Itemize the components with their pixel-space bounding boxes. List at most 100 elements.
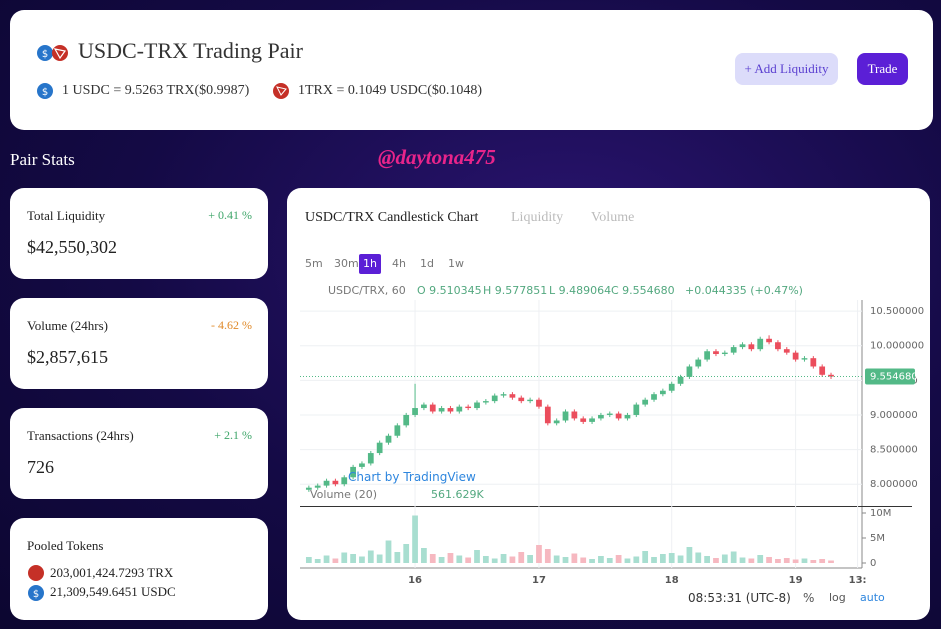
y-tick-label: 10.000000 xyxy=(870,341,924,352)
pair-icons: $ xyxy=(37,45,68,61)
chart-tab[interactable]: USDC/TRX Candlestick Chart xyxy=(305,210,479,225)
auto-toggle[interactable]: auto xyxy=(860,591,885,604)
x-tick-label: 19 xyxy=(789,575,803,586)
svg-text:$: $ xyxy=(42,49,48,60)
ohlc-legend: L 9.489064 xyxy=(549,284,612,297)
volume-bar xyxy=(438,557,445,563)
x-tick-label: 16 xyxy=(408,575,422,586)
candle-body xyxy=(412,408,418,415)
volume-bar xyxy=(394,552,401,563)
volume-bar xyxy=(739,557,746,563)
candle-body xyxy=(598,414,604,419)
rate-usdc: 1 USDC = 9.5263 TRX($0.9987) xyxy=(62,83,250,98)
stat-change: + 0.41 % xyxy=(208,208,252,222)
candle-body xyxy=(332,480,339,485)
ohlc-legend: O 9.510345 xyxy=(417,284,482,297)
volume-bar xyxy=(783,558,790,563)
candle-body xyxy=(314,485,321,488)
stat-label: Transactions (24hrs) xyxy=(27,428,134,443)
volume-bar xyxy=(314,559,321,563)
interval-button[interactable]: 1d xyxy=(420,257,434,270)
percent-toggle[interactable]: % xyxy=(803,591,815,605)
log-toggle[interactable]: log xyxy=(829,591,846,604)
candle-body xyxy=(447,408,454,412)
chart-tab[interactable]: Volume xyxy=(591,210,635,225)
y-tick-label: 10.500000 xyxy=(870,306,924,317)
candle-body xyxy=(474,402,480,409)
volume-bar xyxy=(491,558,498,563)
volume-bar xyxy=(544,549,551,563)
stat-label: Total Liquidity xyxy=(27,208,106,223)
volume-bar xyxy=(421,548,427,563)
volume-bar xyxy=(642,551,649,563)
volume-bar xyxy=(659,554,666,563)
candle-body xyxy=(562,411,569,421)
chart-tab[interactable]: Liquidity xyxy=(511,210,564,225)
volume-bar xyxy=(686,547,693,563)
x-tick-label: 18 xyxy=(665,575,679,586)
y-tick-label: 9.000000 xyxy=(870,410,918,421)
volume-bar xyxy=(447,553,454,563)
pooled-usdc: 21,309,549.6451 USDC xyxy=(50,584,176,599)
candle-body xyxy=(323,480,330,486)
volume-bar xyxy=(332,558,339,563)
chart-card xyxy=(287,188,930,620)
candle-body xyxy=(783,349,790,353)
interval-button[interactable]: 30m xyxy=(334,257,359,270)
candle-body xyxy=(810,358,817,367)
volume-bar xyxy=(695,552,702,563)
candle-body xyxy=(536,399,542,407)
last-price-label: 9.554680 xyxy=(870,372,918,383)
add-liquidity-button[interactable]: + Add Liquidity xyxy=(735,53,838,85)
volume-bar xyxy=(677,555,684,563)
volume-bar xyxy=(606,558,613,563)
candle-body xyxy=(341,477,348,485)
volume-bar xyxy=(412,515,418,563)
svg-text:$: $ xyxy=(33,589,39,600)
candle-body xyxy=(713,351,719,355)
candle-body xyxy=(828,374,834,377)
candle-body xyxy=(394,425,401,436)
volume-bar xyxy=(518,552,525,563)
candle-body xyxy=(571,411,578,419)
volume-bar xyxy=(341,552,348,563)
candle-body xyxy=(651,394,657,400)
tradingview-brand: Chart by TradingView xyxy=(348,470,476,484)
volume-bar xyxy=(367,550,374,563)
candle-body xyxy=(766,338,772,343)
candle-body xyxy=(305,487,312,490)
x-tick-label: 13: xyxy=(849,575,867,586)
interval-button[interactable]: 5m xyxy=(305,257,323,270)
candle-body xyxy=(527,399,533,402)
candle-body xyxy=(367,453,374,464)
volume-tick-label: 0 xyxy=(870,558,876,569)
volume-bar xyxy=(403,544,410,563)
trx-icon xyxy=(273,83,289,99)
pooled-icons: $ xyxy=(28,565,44,601)
stat-card: Transactions (24hrs) + 2.1 % 726 xyxy=(10,408,268,499)
candle-body xyxy=(580,418,587,422)
volume-bar xyxy=(615,555,622,563)
candle-body xyxy=(624,414,631,419)
candle-body xyxy=(633,404,640,415)
volume-bar xyxy=(536,545,542,563)
trade-button[interactable]: Trade xyxy=(857,53,908,85)
candle-body xyxy=(775,342,781,350)
candle-body xyxy=(801,358,808,360)
candle-body xyxy=(615,413,622,419)
volume-bar xyxy=(651,557,657,563)
interval-button[interactable]: 1w xyxy=(448,257,464,270)
usdc-icon: $ xyxy=(37,83,53,99)
volume-legend-value: 561.629K xyxy=(431,488,484,501)
ohlc-legend: H 9.577851 xyxy=(483,284,548,297)
candle-body xyxy=(792,352,799,360)
interval-button[interactable]: 1h xyxy=(359,254,381,274)
volume-bar xyxy=(509,556,516,563)
candle-body xyxy=(385,435,392,443)
candle-body xyxy=(589,418,595,422)
stat-value: $42,550,302 xyxy=(27,237,117,257)
interval-button[interactable]: 4h xyxy=(392,257,406,270)
volume-bar xyxy=(819,559,826,563)
candle-body xyxy=(668,383,675,391)
candle-body xyxy=(704,351,710,360)
